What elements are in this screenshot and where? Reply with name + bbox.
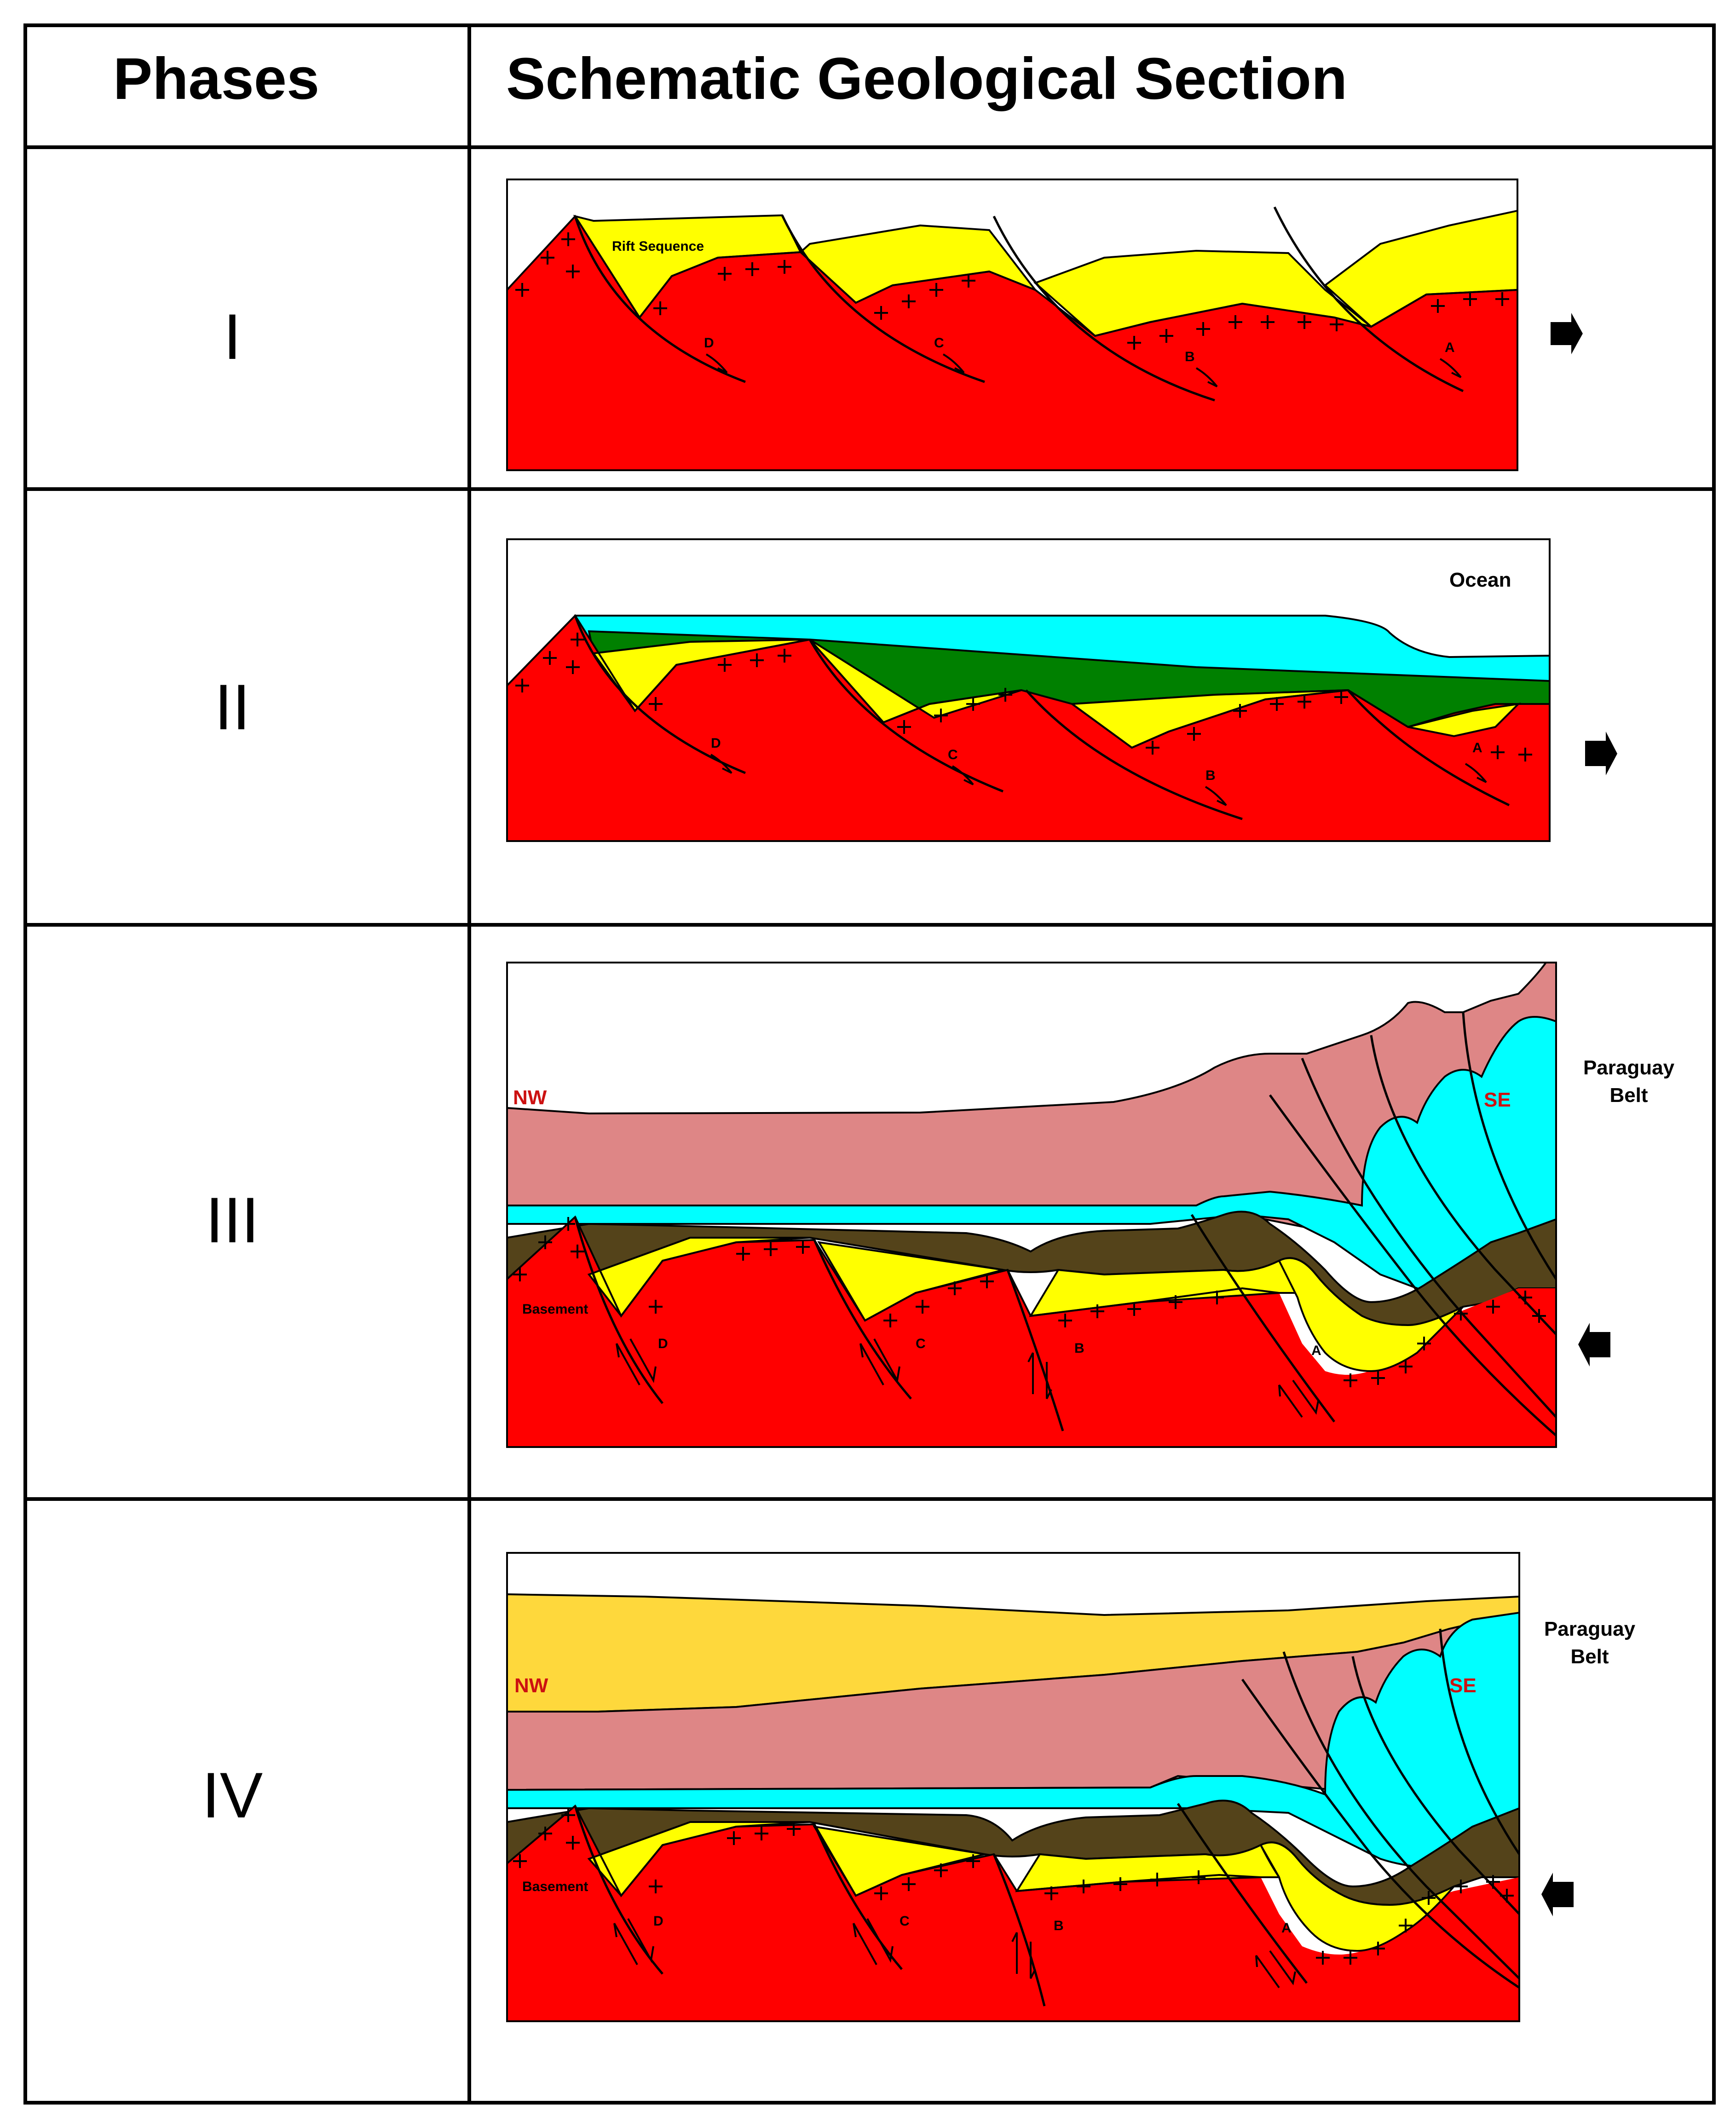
section-phase-1: Rift Sequence D C B A <box>506 179 1583 471</box>
basement-layer <box>507 616 1550 841</box>
nw-label: NW <box>514 1674 548 1697</box>
phase-label-4: IV <box>202 1759 263 1831</box>
basement-label: Basement <box>522 1879 588 1894</box>
fault-label-c: C <box>900 1914 910 1929</box>
basement-label: Basement <box>522 1302 588 1317</box>
nw-label: NW <box>513 1086 547 1109</box>
fault-label-c: C <box>916 1336 926 1351</box>
thrust-faults <box>574 1012 1556 1436</box>
fault-label-a: A <box>1311 1343 1321 1358</box>
fault-label-b: B <box>1054 1918 1064 1933</box>
arrow-right-icon <box>1551 313 1583 354</box>
phases-header: Phases <box>113 46 319 112</box>
fault-label-d: D <box>658 1336 668 1351</box>
phase-label-3: III <box>206 1184 260 1256</box>
fault-label-d: D <box>711 736 721 751</box>
basement-crosses <box>515 232 1509 350</box>
fault-label-c: C <box>948 747 958 762</box>
listric-faults <box>574 206 1464 402</box>
fault-label-b: B <box>1205 768 1216 783</box>
ocean-label: Ocean <box>1449 569 1511 591</box>
paraguay-belt-label-1: Paraguay <box>1544 1618 1636 1640</box>
rift-wedge-4 <box>1407 703 1521 738</box>
thrust-faults <box>574 1628 1519 2007</box>
fault-label-a: A <box>1445 340 1455 355</box>
fault-label-a: A <box>1281 1920 1292 1936</box>
paraguay-belt-label-1: Paraguay <box>1583 1056 1675 1079</box>
phase-label-1: I <box>224 300 242 373</box>
pink-cover-layer <box>507 963 1556 1244</box>
arrow-right-icon <box>1585 732 1617 775</box>
section-phase-2: Ocean D C B A <box>506 538 1617 842</box>
section-phase-3: NW SE Paraguay Belt Basement D C B A <box>506 962 1675 1448</box>
fault-label-c: C <box>934 335 944 351</box>
se-label: SE <box>1484 1089 1511 1111</box>
fault-label-d: D <box>653 1914 663 1929</box>
se-label: SE <box>1449 1674 1476 1697</box>
fault-label-b: B <box>1074 1341 1084 1356</box>
arrow-left-icon <box>1541 1873 1574 1916</box>
fault-label-a: A <box>1472 740 1482 755</box>
paraguay-belt-label-2: Belt <box>1609 1084 1648 1107</box>
phase-label-2: II <box>214 671 250 743</box>
section-header: Schematic Geological Section <box>506 46 1347 112</box>
basement-layer <box>507 1806 1519 2021</box>
fault-label-d: D <box>704 335 714 351</box>
table-grid <box>23 23 1716 2105</box>
section-phase-4: NW SE Paraguay Belt Basement D C B A <box>506 1552 1636 2022</box>
basement-layer <box>507 1217 1556 1447</box>
paraguay-belt-label-2: Belt <box>1570 1645 1609 1668</box>
fault-label-b: B <box>1185 349 1195 364</box>
rift-sequence-label: Rift Sequence <box>612 239 704 254</box>
basement-layer <box>507 216 1517 470</box>
arrow-left-icon <box>1578 1323 1610 1367</box>
